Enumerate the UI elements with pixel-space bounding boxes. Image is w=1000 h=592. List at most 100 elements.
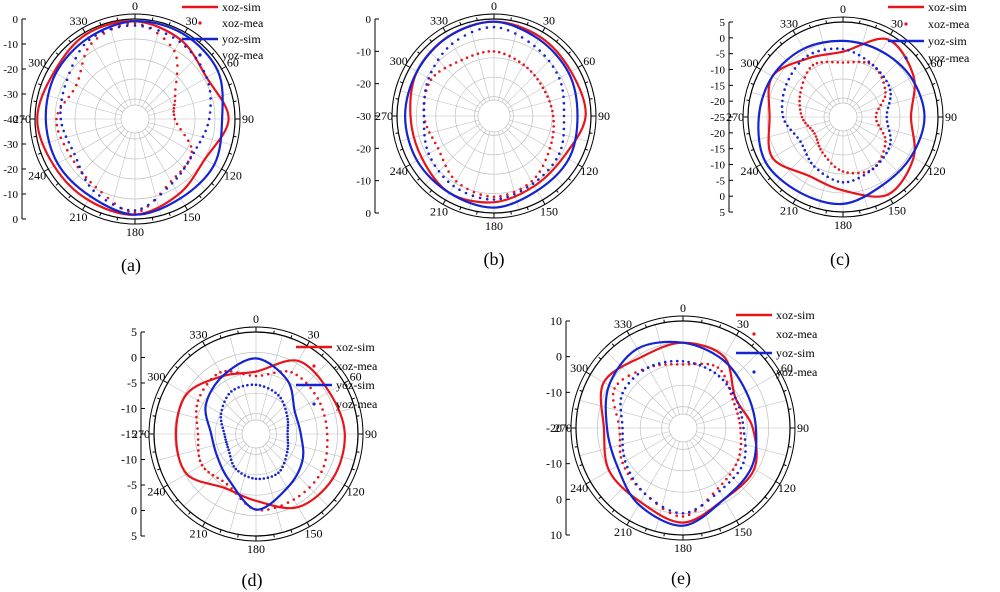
point-yoz-mea [619, 402, 622, 406]
point-yoz-mea [251, 476, 254, 480]
legend-label: xoz-mea [776, 327, 818, 341]
point-xoz-mea [734, 407, 738, 411]
point-yoz-mea [790, 72, 793, 75]
point-yoz-mea [555, 158, 558, 161]
point-xoz-mea [616, 382, 620, 386]
point-xoz-mea [196, 427, 199, 430]
point-yoz-mea [694, 507, 697, 511]
point-xoz-mea [857, 60, 861, 64]
legend-label: xoz-sim [336, 340, 375, 354]
point-yoz-mea [78, 165, 81, 168]
point-xoz-mea [626, 472, 630, 476]
point-yoz-mea [731, 391, 735, 395]
angle-tick [237, 534, 239, 538]
grid-spoke [48, 125, 124, 170]
point-yoz-mea [885, 79, 888, 83]
point-xoz-mea [313, 391, 316, 395]
point-yoz-mea [867, 170, 870, 174]
point-yoz-mea [636, 373, 640, 376]
point-yoz-mea [204, 129, 207, 133]
point-yoz-mea [208, 111, 212, 114]
radial-tick-label: -5 [127, 478, 137, 492]
grid-spoke [751, 92, 830, 114]
point-xoz-mea [62, 142, 66, 146]
point-xoz-mea [460, 58, 464, 62]
point-yoz-mea [286, 438, 290, 442]
point-xoz-mea [539, 82, 542, 85]
point-yoz-mea [170, 182, 174, 185]
point-yoz-mea [718, 489, 721, 493]
point-yoz-mea [456, 38, 460, 41]
legend-label: yoz-mea [928, 51, 970, 65]
grid-spoke [590, 434, 672, 482]
radial-tick-label: -15 [121, 427, 137, 441]
angle-label: 240 [390, 164, 408, 178]
angle-tick [333, 499, 337, 502]
point-xoz-mea [875, 119, 878, 123]
point-yoz-mea [888, 129, 891, 133]
point-xoz-mea [739, 437, 743, 440]
angle-label: 180 [485, 219, 503, 233]
angle-tick [290, 335, 293, 339]
outer-ring-2 [29, 13, 241, 225]
point-yoz-mea [652, 363, 655, 367]
point-xoz-mea [86, 48, 89, 51]
grid-spoke [607, 352, 674, 419]
point-yoz-mea [562, 121, 566, 124]
point-xoz-mea [303, 490, 306, 494]
point-yoz-mea [478, 196, 482, 200]
point-xoz-mea [522, 63, 525, 66]
point-xoz-mea [687, 513, 691, 516]
point-xoz-mea [209, 377, 213, 381]
point-yoz-mea [70, 146, 73, 150]
point-yoz-mea [226, 445, 229, 449]
angle-tick [567, 177, 571, 181]
point-yoz-mea [742, 426, 745, 430]
point-xoz-mea [221, 479, 224, 483]
point-xoz-mea [84, 176, 88, 179]
angle-tick [395, 132, 399, 134]
grid-spoke [445, 129, 487, 201]
point-yoz-mea [159, 193, 163, 196]
point-xoz-mea [711, 364, 715, 367]
angle-tick [157, 397, 161, 400]
point-xoz-mea [544, 158, 547, 162]
point-yoz-mea [81, 172, 84, 175]
radial-tick-label: -15 [710, 144, 725, 156]
point-yoz-mea [888, 101, 891, 105]
point-yoz-mea [282, 403, 286, 407]
point-yoz-mea [796, 136, 799, 139]
angle-tick [405, 64, 411, 68]
point-xoz-mea [548, 147, 552, 150]
point-yoz-mea [202, 69, 206, 73]
point-xoz-mea [195, 421, 199, 425]
point-xoz-mea [738, 453, 741, 456]
angle-tick [228, 152, 232, 155]
radial-tick-label: 0 [556, 492, 562, 506]
point-xoz-mea [59, 136, 63, 139]
point-yoz-mea [286, 432, 289, 436]
angle-tick [344, 380, 349, 384]
point-yoz-mea [111, 203, 115, 206]
point-xoz-mea [734, 463, 738, 467]
point-xoz-mea [471, 54, 474, 57]
point-xoz-mea [508, 54, 511, 58]
angle-tick [809, 206, 811, 210]
point-yoz-mea [478, 28, 481, 31]
point-xoz-mea [831, 60, 834, 64]
grid-spoke [409, 67, 481, 109]
point-yoz-mea [862, 57, 866, 60]
point-xoz-mea [551, 109, 554, 113]
point-yoz-mea [799, 140, 802, 143]
radial-tick-label: -5 [716, 49, 726, 61]
point-xoz-mea [681, 515, 685, 518]
point-yoz-mea [867, 60, 871, 63]
angle-tick [417, 177, 421, 181]
point-yoz-mea [228, 451, 231, 455]
point-xoz-mea [837, 168, 841, 171]
grid-spoke [692, 437, 759, 504]
angle-tick [925, 66, 930, 70]
point-xoz-mea [720, 369, 723, 373]
grid-spoke [775, 126, 834, 185]
angle-tick [932, 149, 936, 151]
